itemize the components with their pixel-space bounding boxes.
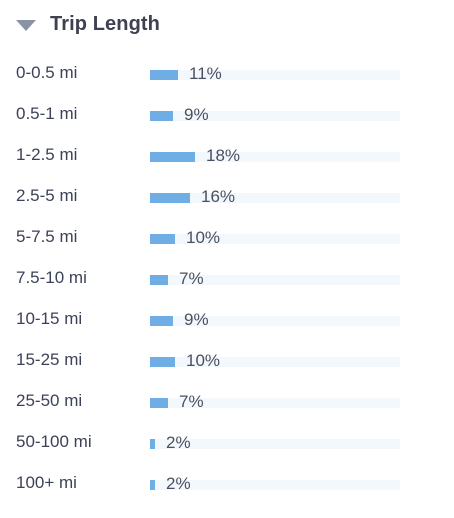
percent-label: 10%	[186, 351, 221, 370]
bar-track	[150, 398, 400, 408]
percent-label: 2%	[166, 433, 191, 452]
percent-label: 2%	[166, 474, 191, 493]
percent-label: 18%	[206, 146, 241, 165]
row-label: 0.5-1 mi	[16, 104, 78, 123]
trip-length-row: 100+ mi 2%	[0, 465, 454, 506]
bar-track	[150, 316, 400, 326]
row-label: 100+ mi	[16, 473, 77, 492]
bar-track	[150, 193, 400, 203]
trip-length-row: 7.5-10 mi 7%	[0, 260, 454, 301]
bar-track	[150, 234, 400, 244]
bar-fill	[150, 70, 178, 80]
percent-label: 9%	[184, 105, 209, 124]
bar-fill	[150, 111, 173, 121]
bar-fill	[150, 152, 195, 162]
row-label: 7.5-10 mi	[16, 268, 87, 287]
trip-length-header-toggle[interactable]: Trip Length	[16, 8, 160, 40]
bar-fill	[150, 480, 155, 490]
trip-length-row: 0.5-1 mi 9%	[0, 96, 454, 137]
panel-title: Trip Length	[50, 12, 160, 35]
trip-length-row: 5-7.5 mi 10%	[0, 219, 454, 260]
bar-fill	[150, 398, 168, 408]
bar-track	[150, 357, 400, 367]
row-label: 10-15 mi	[16, 309, 83, 328]
bar-fill	[150, 193, 190, 203]
row-label: 25-50 mi	[16, 391, 83, 410]
percent-label: 7%	[179, 392, 204, 411]
bar-track	[150, 439, 400, 449]
row-label: 50-100 mi	[16, 432, 92, 451]
bar-fill	[150, 275, 168, 285]
trip-length-row: 2.5-5 mi 16%	[0, 178, 454, 219]
trip-length-list: 0-0.5 mi 11% 0.5-1 mi 9% 1-2.5 mi 18% 2.5-5 mi…	[0, 55, 454, 506]
trip-length-row: 10-15 mi 9%	[0, 301, 454, 342]
trip-length-row: 0-0.5 mi 11%	[0, 55, 454, 96]
percent-label: 11%	[189, 64, 222, 83]
bar-fill	[150, 234, 175, 244]
percent-label: 10%	[186, 228, 221, 247]
trip-length-row: 50-100 mi 2%	[0, 424, 454, 465]
bar-track	[150, 70, 400, 80]
row-label: 1-2.5 mi	[16, 145, 78, 164]
percent-label: 7%	[179, 269, 204, 288]
trip-length-row: 1-2.5 mi 18%	[0, 137, 454, 178]
percent-label: 16%	[201, 187, 236, 206]
bar-track	[150, 111, 400, 121]
bar-track	[150, 152, 400, 162]
row-label: 5-7.5 mi	[16, 227, 78, 246]
bar-track	[150, 275, 400, 285]
percent-label: 9%	[184, 310, 209, 329]
row-label: 15-25 mi	[16, 350, 83, 369]
trip-length-row: 15-25 mi 10%	[0, 342, 454, 383]
bar-fill	[150, 357, 175, 367]
row-label: 2.5-5 mi	[16, 186, 78, 205]
bar-fill	[150, 316, 173, 326]
trip-length-row: 25-50 mi 7%	[0, 383, 454, 424]
row-label: 0-0.5 mi	[16, 63, 78, 82]
caret-down-icon[interactable]	[16, 19, 36, 31]
bar-track	[150, 480, 400, 490]
bar-fill	[150, 439, 155, 449]
